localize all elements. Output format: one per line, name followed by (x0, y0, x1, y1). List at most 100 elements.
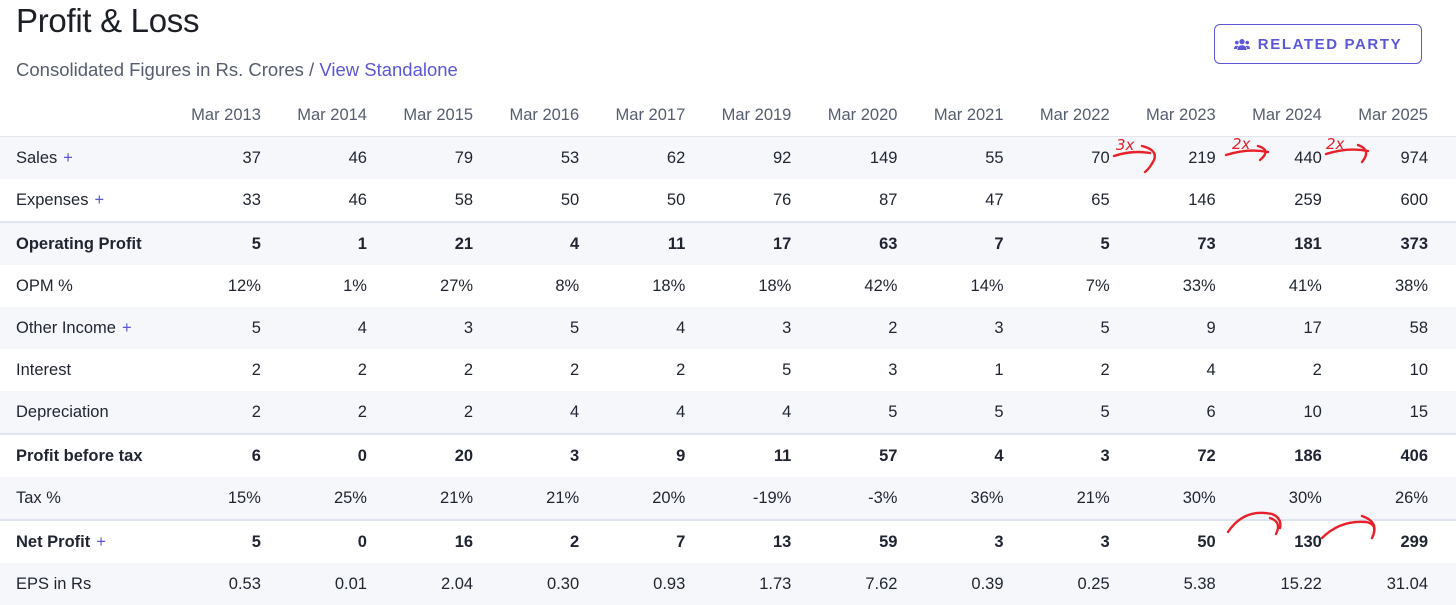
value-cell: 5 (501, 307, 608, 349)
value-cell: 3 (925, 519, 1032, 563)
value-cell: 10 (1243, 391, 1350, 434)
value-cell: 1% (343, 276, 367, 295)
value-cell: 17 (713, 221, 820, 265)
value-cell: 41% (1288, 276, 1322, 295)
row-label-cell: Profit before tax (0, 433, 183, 477)
table-row: Profit before tax 6 0 20 3 9 11 57 4 3 72 186 406 (0, 433, 1456, 477)
value-cell: 37 (182, 136, 289, 179)
value-cell: 11 (713, 433, 820, 477)
value-cell: 3 (713, 307, 820, 349)
value-cell: 53 (501, 136, 608, 179)
value-cell: 3 (394, 307, 502, 349)
value-cell: 15 (1349, 391, 1456, 434)
value-cell: 20% (607, 477, 714, 520)
year-header-row: Mar 2013 Mar 2014 Mar 2015 Mar 2016 Mar 2017… (0, 94, 1456, 137)
row-label-cell[interactable]: Expenses + (0, 179, 183, 222)
row-label-cell: OPM % (0, 265, 183, 307)
table-row: Operating Profit 5 1 21 4 11 17 63 7 5 73 181 373 (0, 221, 1456, 265)
value-cell: 1 (288, 221, 395, 265)
value-cell: 30% (1137, 477, 1244, 520)
value-cell: 33 (242, 190, 261, 209)
view-standalone-link[interactable]: View Standalone (319, 59, 458, 80)
value-cell: 5 (182, 519, 289, 563)
value-cell: 46 (288, 136, 395, 179)
value-cell: 55 (925, 136, 1032, 179)
value-cell: 8% (555, 276, 580, 295)
row-label-cell[interactable]: Net Profit + (0, 519, 183, 563)
value-cell: 6 (182, 433, 289, 477)
value-cell: 31.04 (1349, 563, 1456, 605)
year-column-header: Mar 2022 (1031, 94, 1138, 137)
value-cell: 2 (501, 519, 608, 563)
value-cell: 46 (348, 190, 367, 209)
value-cell: 10 (1409, 360, 1428, 379)
value-cell: 92 (713, 136, 820, 179)
row-label: Profit before tax (16, 446, 143, 465)
value-cell: 2 (357, 360, 367, 379)
table-row: Interest 2 2 2 2 2 5 3 1 2 4 2 10 (0, 349, 1456, 391)
value-cell: 2 (251, 360, 261, 379)
value-cell: 974 (1349, 136, 1456, 179)
value-cell: 600 (1400, 190, 1428, 209)
value-cell: 11 (607, 221, 714, 265)
value-cell: 5.38 (1137, 563, 1244, 605)
value-cell: 2 (569, 360, 580, 379)
value-cell: 9 (1137, 307, 1244, 349)
row-label-cell: Depreciation (0, 391, 183, 434)
row-label: Interest (16, 360, 72, 379)
figures-subtitle: Consolidated Figures in Rs. Crores / Vie… (16, 59, 458, 81)
value-cell: 130 (1243, 519, 1350, 563)
value-cell: 12% (227, 276, 261, 295)
value-cell: 26% (1349, 477, 1456, 520)
value-cell: 2.04 (394, 563, 502, 605)
value-cell: 2 (819, 307, 926, 349)
value-cell: 0.53 (182, 563, 289, 605)
expand-plus-icon[interactable]: + (63, 148, 73, 167)
value-cell: 70 (1031, 136, 1138, 179)
expand-plus-icon[interactable]: + (94, 190, 105, 209)
value-cell: 7 (925, 221, 1032, 265)
table-row: Sales +37 46 79 53 62 92 149 55 70 219 440 974 (0, 136, 1456, 179)
related-party-button[interactable]: RELATED PARTY (1214, 24, 1422, 64)
value-cell: 5 (182, 307, 289, 349)
value-cell: 59 (819, 519, 926, 563)
value-cell: 15.22 (1243, 563, 1350, 605)
row-label-cell: EPS in Rs (0, 563, 183, 605)
row-label: Depreciation (16, 402, 109, 421)
year-column-header: Mar 2015 (394, 94, 502, 137)
year-column-header: Mar 2024 (1243, 94, 1350, 137)
year-column-header: Mar 2019 (713, 94, 820, 137)
value-cell: 20 (394, 433, 502, 477)
value-cell: -3% (819, 477, 926, 520)
expand-plus-icon[interactable]: + (121, 318, 132, 337)
value-cell: -19% (713, 477, 820, 520)
value-cell: 62 (607, 136, 714, 179)
row-label-cell[interactable]: Other Income + (0, 307, 183, 349)
value-cell: 50 (560, 190, 580, 209)
value-cell: 2 (1312, 360, 1322, 379)
value-cell: 2 (394, 391, 502, 434)
value-cell: 3 (501, 433, 608, 477)
value-cell: 0.93 (607, 563, 714, 605)
value-cell: 2 (288, 391, 395, 434)
year-column-header: Mar 2023 (1137, 94, 1244, 137)
value-cell: 440 (1243, 136, 1350, 179)
value-cell: 76 (773, 190, 792, 209)
table-row: Depreciation 2 2 2 4 4 4 5 5 5 6 10 15 (0, 391, 1456, 434)
value-cell: 0 (288, 433, 395, 477)
row-label-cell[interactable]: Sales + (0, 136, 183, 179)
value-cell: 25% (288, 477, 395, 520)
value-cell: 181 (1243, 221, 1350, 265)
row-label: OPM % (16, 276, 73, 295)
value-cell: 18% (758, 276, 792, 295)
profit-loss-table: Mar 2013 Mar 2014 Mar 2015 Mar 2016 Mar 2017… (0, 94, 1456, 605)
expand-plus-icon[interactable]: + (96, 532, 106, 551)
value-cell: 1 (994, 360, 1004, 379)
value-cell: 3 (925, 307, 1032, 349)
value-cell: 149 (819, 136, 926, 179)
value-cell: 21% (501, 477, 608, 520)
row-label: Net Profit (16, 532, 91, 551)
value-cell: 50 (1137, 519, 1244, 563)
value-cell: 21% (1031, 477, 1138, 520)
row-label: Expenses (16, 190, 89, 209)
